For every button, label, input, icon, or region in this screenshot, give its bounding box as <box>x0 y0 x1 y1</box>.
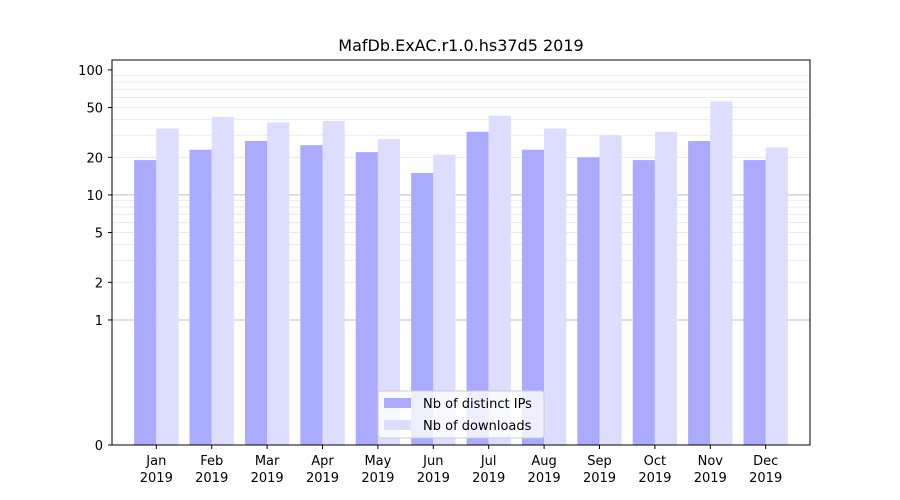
x-tick-label-year: 2019 <box>195 471 228 486</box>
x-tick-label-month: Oct <box>644 454 666 469</box>
x-tick-label-month: Jul <box>480 454 497 469</box>
bar-downloads-jan <box>156 128 179 445</box>
bar-downloads-oct <box>654 131 678 445</box>
bar-downloads-feb <box>211 117 234 445</box>
chart-title: MafDb.ExAC.r1.0.hs37d5 2019 <box>338 36 583 55</box>
bar-distinct-ips-jun <box>411 172 434 445</box>
x-tick-label-year: 2019 <box>749 471 782 486</box>
bar-distinct-ips-sep <box>577 157 600 445</box>
bar-distinct-ips-jul <box>466 131 489 445</box>
x-tick-label-month: Feb <box>200 454 223 469</box>
x-tick-label-month: Jun <box>422 454 443 469</box>
x-tick-label-month: Dec <box>753 454 778 469</box>
y-tick-label: 0 <box>95 439 103 454</box>
bar-downloads-may <box>377 139 401 445</box>
y-tick-label: 10 <box>86 189 103 204</box>
bar-downloads-jun <box>433 154 456 446</box>
bar-downloads-sep <box>599 135 622 445</box>
bar-distinct-ips-feb <box>189 149 212 446</box>
y-tick-label: 5 <box>95 227 103 242</box>
x-tick-label-month: Apr <box>311 454 334 469</box>
y-tick-label: 20 <box>86 151 103 166</box>
x-tick-label-year: 2019 <box>361 471 394 486</box>
bar-distinct-ips-dec <box>743 160 766 445</box>
legend-label-downloads: Nb of downloads <box>423 419 532 434</box>
bar-distinct-ips-aug <box>521 149 545 446</box>
x-tick-label-year: 2019 <box>583 471 616 486</box>
bar-downloads-mar <box>267 122 290 445</box>
x-tick-label-month: May <box>364 454 391 469</box>
legend-swatch-distinct-ips <box>384 398 411 408</box>
x-tick-label-year: 2019 <box>306 471 339 486</box>
y-tick-label: 50 <box>86 102 103 117</box>
bar-downloads-dec <box>765 147 788 446</box>
x-tick-label-year: 2019 <box>417 471 450 486</box>
x-tick-label-year: 2019 <box>528 471 561 486</box>
x-tick-label-year: 2019 <box>251 471 284 486</box>
bars-layer <box>134 101 788 446</box>
x-tick-label-month: Sep <box>587 454 612 469</box>
y-tick-label: 2 <box>95 276 103 291</box>
legend: Nb of distinct IPs Nb of downloads <box>377 390 545 439</box>
x-tick-label-year: 2019 <box>140 471 173 486</box>
legend-frame <box>377 390 545 439</box>
bar-distinct-ips-oct <box>632 160 655 445</box>
x-tick-label-month: Jan <box>145 454 166 469</box>
x-tick-label-month: Aug <box>531 454 556 469</box>
bar-distinct-ips-mar <box>244 140 268 445</box>
bar-downloads-jul <box>488 115 511 445</box>
x-tick-label-year: 2019 <box>694 471 727 486</box>
legend-swatch-downloads <box>384 420 411 430</box>
bar-distinct-ips-nov <box>688 140 711 445</box>
y-tick-label: 100 <box>78 64 103 79</box>
x-tick-label-month: Nov <box>698 454 724 469</box>
plot-frame <box>111 59 811 446</box>
y-tick-label: 1 <box>95 314 103 329</box>
legend-label-distinct-ips: Nb of distinct IPs <box>423 397 532 412</box>
x-tick-label-month: Mar <box>255 454 280 469</box>
bar-downloads-aug <box>544 128 567 445</box>
bar-distinct-ips-may <box>355 152 378 445</box>
x-tick-label-year: 2019 <box>472 471 505 486</box>
bar-distinct-ips-jan <box>134 160 157 445</box>
bar-downloads-nov <box>710 101 733 445</box>
axes-layer: Jan2019Feb2019Mar2019Apr2019May2019Jun20… <box>78 59 811 486</box>
bar-downloads-apr <box>322 121 345 446</box>
bar-distinct-ips-apr <box>300 145 323 445</box>
x-tick-label-year: 2019 <box>638 471 671 486</box>
